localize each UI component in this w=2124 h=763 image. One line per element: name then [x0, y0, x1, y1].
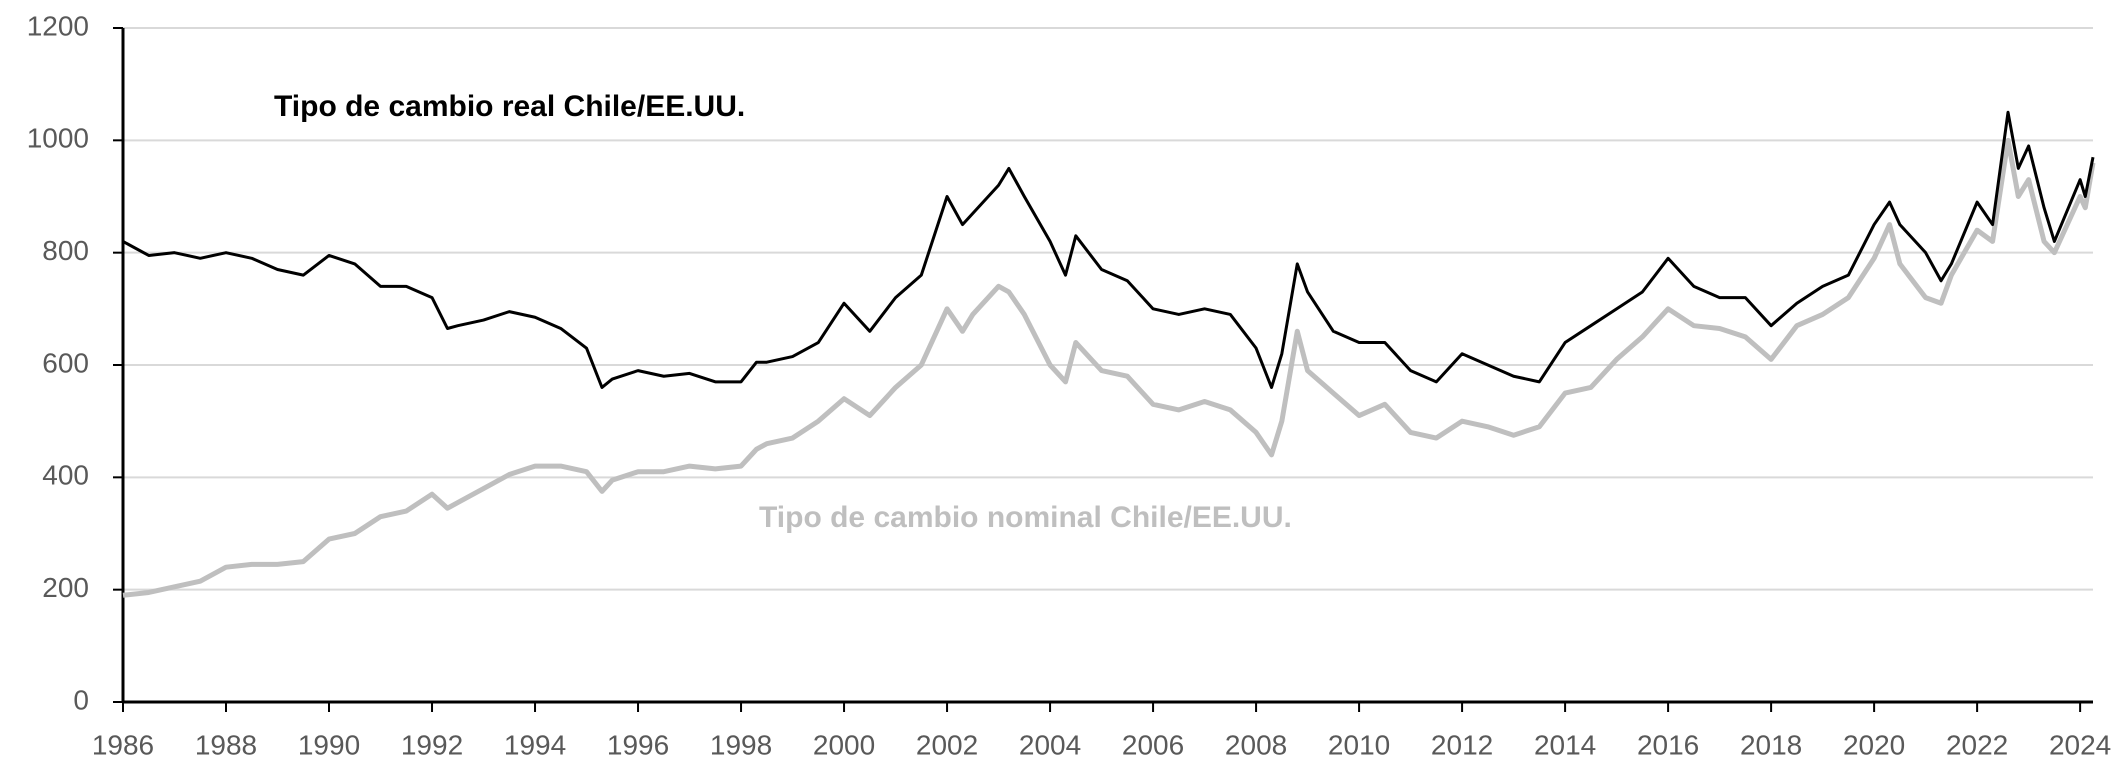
line-series: [122, 137, 2096, 598]
annotation-real: Tipo de cambio real Chile/EE.UU.: [274, 90, 745, 123]
y-tick-label: 600: [42, 347, 89, 378]
x-tick-label: 2004: [1019, 729, 1081, 760]
y-tick-label: 1000: [27, 123, 89, 154]
x-tick-label: 1988: [195, 729, 257, 760]
x-tick-label: 2010: [1328, 729, 1390, 760]
x-tick-label: 2000: [813, 729, 875, 760]
x-tick-label: 2022: [1946, 729, 2008, 760]
y-tick-label: 0: [73, 684, 89, 715]
x-tick-label: 2018: [1740, 729, 1802, 760]
x-tick-label: 2012: [1431, 729, 1493, 760]
x-tick-label: 1986: [92, 729, 154, 760]
y-tick-label: 400: [42, 460, 89, 491]
x-tick-label: 2008: [1225, 729, 1287, 760]
x-tick-label: 2020: [1843, 729, 1905, 760]
line-series: [122, 110, 2095, 389]
annotation-nominal: Tipo de cambio nominal Chile/EE.UU.: [759, 501, 1292, 534]
x-tick-label: 2024: [2049, 729, 2111, 760]
x-tick-label: 1998: [710, 729, 772, 760]
x-tick-label: 1990: [298, 729, 360, 760]
y-tick-label: 200: [42, 572, 89, 603]
x-tick-label: 2006: [1122, 729, 1184, 760]
x-tick-label: 2016: [1637, 729, 1699, 760]
x-tick-label: 1992: [401, 729, 463, 760]
x-tick-label: 1994: [504, 729, 566, 760]
y-tick-label: 800: [42, 235, 89, 266]
x-tick-label: 1996: [607, 729, 669, 760]
x-tick-label: 2014: [1534, 729, 1596, 760]
y-tick-label: 1200: [27, 10, 89, 41]
x-tick-label: 2002: [916, 729, 978, 760]
